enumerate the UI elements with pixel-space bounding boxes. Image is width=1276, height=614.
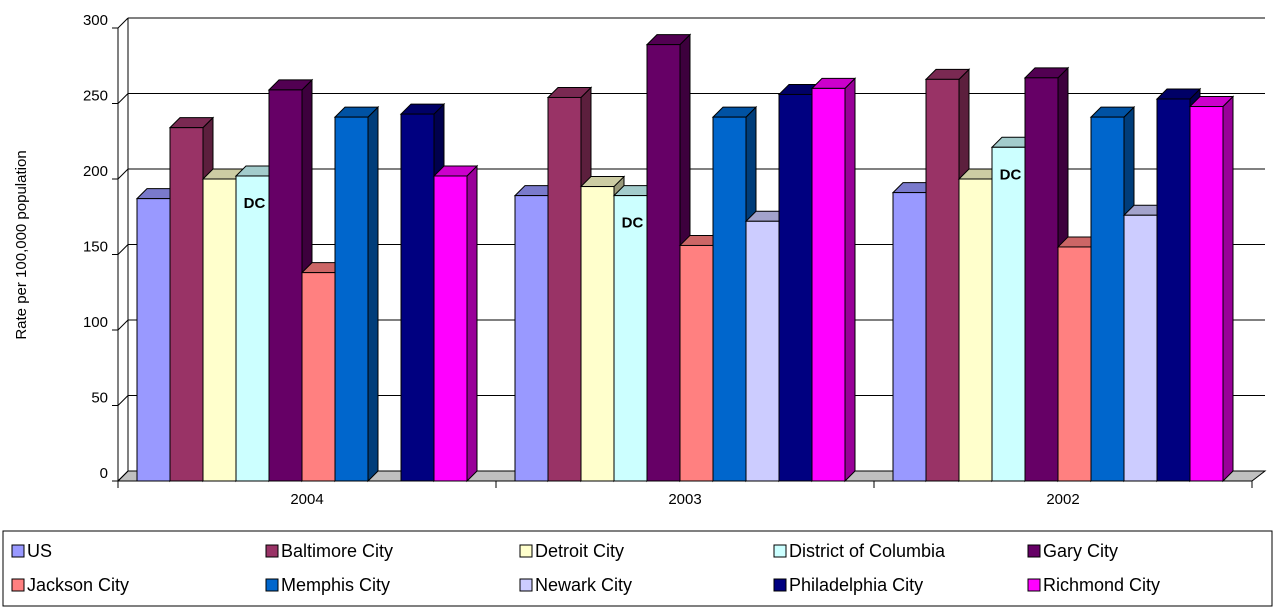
bar-side [367,105,379,483]
x-tick-label: 2003 [668,491,701,508]
y-tick-label: 250 [83,87,108,104]
legend-box [2,530,1273,607]
bar [432,164,479,483]
bar-front [712,116,747,482]
bar-side [844,77,856,483]
annotation: DC [244,195,266,212]
y-wall-line [117,470,129,482]
x-tick-label: 2002 [1046,491,1079,508]
y-axis-title: Rate per 100,000 population [13,150,30,339]
bar-front [580,186,615,482]
legend-swatch [11,578,25,592]
bar-front [514,195,549,482]
bar [810,77,857,483]
y-tick-label: 200 [83,163,108,180]
bar-front [646,44,681,482]
bar-side [466,164,478,483]
legend-label: Richmond City [1043,575,1160,595]
bar-front [1024,77,1059,482]
legend-swatch [265,544,279,558]
y-wall-line [117,17,129,29]
legend-label: Philadelphia City [789,575,923,595]
bar-front [1123,214,1158,482]
legend-label: Baltimore City [281,541,393,561]
y-wall-line [117,93,129,104]
bar-front [235,175,270,482]
bar-side [1222,95,1234,483]
bar-front [1189,106,1224,482]
bar [1188,95,1235,483]
bar-front [1156,98,1191,482]
bar-front [679,244,714,482]
bar-front [811,87,846,482]
bar-front [136,198,171,482]
bar-front [925,78,960,482]
y-tick-label: 300 [83,12,108,29]
bar-front [892,192,927,482]
bar-front [547,96,582,482]
legend-swatch [1027,544,1041,558]
y-wall-line [117,395,129,406]
bar-front [202,178,237,482]
bar-front [745,220,780,482]
legend-label: Newark City [535,575,632,595]
bar-front [1090,116,1125,482]
y-wall-line [117,168,129,180]
bar-front [991,146,1026,482]
bar-front [778,93,813,482]
bar [333,105,380,483]
legend-label: Detroit City [535,541,624,561]
bar-front [301,272,336,482]
legend-swatch [773,578,787,592]
bar-front [613,195,648,482]
y-tick-label: 150 [83,238,108,255]
legend-label: Memphis City [281,575,390,595]
bar-front [334,116,369,482]
annotation: DC [1000,166,1022,183]
legend-swatch [11,544,25,558]
bar-front [268,89,303,482]
bar-front [958,178,993,482]
legend-swatch [773,544,787,558]
legend-label: District of Columbia [789,541,946,561]
legend-label: US [27,541,52,561]
y-wall-line [117,319,129,331]
legend-swatch [519,578,533,592]
legend-swatch [519,544,533,558]
x-tick-label: 2004 [290,491,323,508]
annotation: DC [622,215,644,232]
legend-label: Jackson City [27,575,129,595]
y-wall-line [117,244,129,255]
legend-swatch [265,578,279,592]
bar-front [433,175,468,482]
y-tick-label: 0 [100,465,108,482]
bar-front [169,127,204,482]
y-tick-label: 100 [83,314,108,331]
legend-swatch [1027,578,1041,592]
bar-front [400,113,435,482]
y-tick-label: 50 [91,389,108,406]
legend-label: Gary City [1043,541,1118,561]
bar-front [1057,246,1092,482]
